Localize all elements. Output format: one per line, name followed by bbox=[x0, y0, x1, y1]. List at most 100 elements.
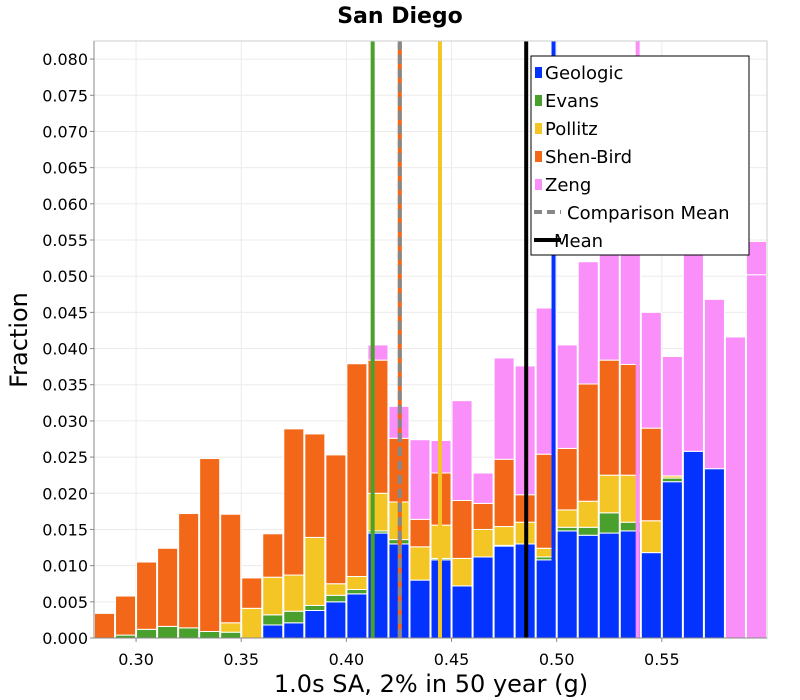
legend-swatch-geologic bbox=[535, 67, 542, 78]
y-tick-label-15: 0.075 bbox=[42, 86, 88, 105]
bar-pollitz-24 bbox=[598, 474, 620, 514]
bar-shen-bird-10 bbox=[304, 433, 326, 538]
bar-zeng-30 bbox=[724, 336, 746, 639]
legend-box bbox=[530, 55, 750, 256]
x-tick-label-3: 0.45 bbox=[434, 650, 470, 669]
bar-shen-bird-8 bbox=[262, 533, 284, 578]
bar-shen-bird-26 bbox=[640, 427, 662, 522]
y-tick-label-16: 0.080 bbox=[42, 50, 88, 69]
axes bbox=[93, 40, 768, 639]
bar-evans-3 bbox=[157, 625, 179, 639]
bar-pollitz-9 bbox=[283, 574, 305, 612]
bar-pollitz-12 bbox=[346, 575, 368, 591]
bar-pollitz-19 bbox=[493, 526, 515, 546]
bar-geologic-24 bbox=[598, 532, 620, 639]
bar-pollitz-26 bbox=[640, 520, 662, 554]
bar-geologic-10 bbox=[304, 610, 326, 639]
legend-label-shen-bird: Shen-Bird bbox=[545, 147, 632, 168]
bar-shen-bird-19 bbox=[493, 458, 515, 528]
bar-pollitz-18 bbox=[472, 528, 494, 558]
bar-zeng-31 bbox=[745, 274, 767, 639]
y-tick-label-7: 0.035 bbox=[42, 376, 88, 395]
bar-geologic-22 bbox=[556, 530, 578, 639]
x-tick-label-2: 0.40 bbox=[329, 650, 365, 669]
y-axis-label: Fraction bbox=[5, 292, 33, 388]
bar-shen-bird-24 bbox=[598, 359, 620, 476]
bar-evans-9 bbox=[283, 610, 305, 624]
y-tick-label-1: 0.005 bbox=[42, 593, 88, 612]
bar-geologic-8 bbox=[262, 624, 284, 639]
bar-geologic-28 bbox=[682, 450, 704, 639]
bar-shen-bird-17 bbox=[451, 500, 473, 559]
y-tick-labels: 0.000 0.005 0.010 0.015 0.020 0.025 0.030 0.035… bbox=[42, 50, 94, 648]
bar-evans-2 bbox=[136, 628, 158, 639]
legend-swatch-shen-bird bbox=[535, 151, 542, 162]
bar-shen-bird-1 bbox=[115, 595, 137, 636]
bar-pollitz-8 bbox=[262, 576, 284, 616]
bar-shen-bird-4 bbox=[178, 513, 200, 629]
y-tick-label-12: 0.060 bbox=[42, 195, 88, 214]
bar-geologic-23 bbox=[577, 534, 599, 639]
bar-pollitz-22 bbox=[556, 509, 578, 528]
bar-zeng-19 bbox=[493, 357, 515, 460]
y-tick-label-8: 0.040 bbox=[42, 340, 88, 359]
y-tick-label-5: 0.025 bbox=[42, 448, 88, 467]
legend-swatch-pollitz bbox=[535, 123, 542, 134]
bar-geologic-17 bbox=[451, 585, 473, 639]
bar-geologic-12 bbox=[346, 593, 368, 639]
bar-shen-bird-11 bbox=[325, 454, 347, 585]
x-tick-labels: 0.30 0.35 0.40 0.45 0.50 0.55 bbox=[118, 638, 680, 669]
bar-zeng-23 bbox=[577, 261, 599, 385]
x-tick-label-4: 0.50 bbox=[539, 650, 575, 669]
x-tick-label-5: 0.55 bbox=[644, 650, 680, 669]
y-tick-label-11: 0.055 bbox=[42, 231, 88, 250]
y-tick-label-4: 0.020 bbox=[42, 484, 88, 503]
chart-title: San Diego bbox=[337, 4, 463, 29]
y-tick-label-14: 0.070 bbox=[42, 122, 88, 141]
bar-zeng-22 bbox=[556, 344, 578, 449]
bar-shen-bird-2 bbox=[136, 561, 158, 630]
legend-label-pollitz: Pollitz bbox=[545, 119, 598, 140]
bar-zeng-26 bbox=[640, 311, 662, 429]
bar-pollitz-11 bbox=[325, 583, 347, 596]
bar-pollitz-17 bbox=[451, 557, 473, 587]
bar-shen-bird-12 bbox=[346, 363, 368, 577]
bar-pollitz-10 bbox=[304, 536, 326, 606]
bar-shen-bird-23 bbox=[577, 383, 599, 502]
bar-shen-bird-0 bbox=[94, 612, 116, 639]
bar-zeng-29 bbox=[703, 298, 725, 470]
y-tick-label-10: 0.050 bbox=[42, 267, 88, 286]
bar-evans-24 bbox=[598, 512, 620, 534]
bar-geologic-9 bbox=[283, 622, 305, 639]
bar-shen-bird-7 bbox=[241, 577, 263, 609]
bar-shen-bird-18 bbox=[472, 502, 494, 530]
legend-swatch-evans bbox=[535, 95, 542, 106]
bar-evans-6 bbox=[220, 631, 242, 639]
legend-label-comparison-mean: Comparison Mean bbox=[567, 203, 730, 224]
bar-evans-5 bbox=[199, 630, 221, 639]
bar-zeng-18 bbox=[472, 472, 494, 504]
bar-pollitz-15 bbox=[409, 546, 431, 581]
legend-label-zeng: Zeng bbox=[545, 175, 591, 196]
bar-zeng-15 bbox=[409, 439, 431, 520]
y-tick-label-0: 0.000 bbox=[42, 629, 88, 648]
x-axis-label: 1.0s SA, 2% in 50 year (g) bbox=[274, 670, 588, 698]
bar-geologic-11 bbox=[325, 601, 347, 639]
bar-zeng-21 bbox=[535, 307, 557, 455]
bar-geologic-19 bbox=[493, 545, 515, 639]
bar-evans-12 bbox=[346, 589, 368, 595]
y-tick-label-2: 0.010 bbox=[42, 557, 88, 576]
bar-evans-8 bbox=[262, 614, 284, 626]
bar-shen-bird-5 bbox=[199, 458, 221, 632]
bar-shen-bird-3 bbox=[157, 547, 179, 627]
bar-zeng-27 bbox=[661, 356, 683, 477]
bar-evans-11 bbox=[325, 594, 347, 603]
y-tick-label-3: 0.015 bbox=[42, 520, 88, 539]
bar-geologic-27 bbox=[661, 481, 683, 639]
x-tick-label-1: 0.35 bbox=[223, 650, 259, 669]
bar-evans-27 bbox=[661, 477, 683, 483]
y-tick-label-13: 0.065 bbox=[42, 159, 88, 178]
bar-geologic-15 bbox=[409, 579, 431, 639]
bar-evans-23 bbox=[577, 526, 599, 536]
